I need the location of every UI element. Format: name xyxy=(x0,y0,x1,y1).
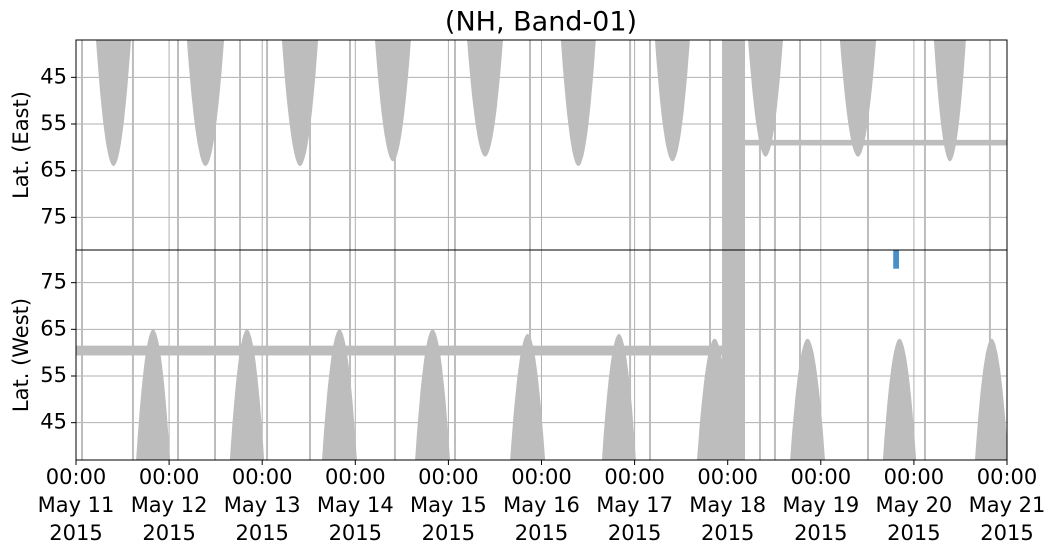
x-tick-label: 00:00 May 21 2015 xyxy=(969,465,1046,545)
y-tick-label: 65 xyxy=(40,316,67,340)
x-tick-label: 00:00 May 12 2015 xyxy=(131,465,208,545)
coverage-band xyxy=(76,345,723,356)
highlight-mark xyxy=(893,250,900,269)
x-tick-label: 00:00 May 16 2015 xyxy=(503,465,580,545)
x-tick-label: 00:00 May 17 2015 xyxy=(596,465,673,545)
coverage-arc xyxy=(975,338,1007,460)
coverage-arc xyxy=(136,329,171,460)
coverage-arc xyxy=(186,40,225,166)
coverage-arc xyxy=(790,338,825,460)
coverage-arc xyxy=(415,329,450,460)
chart-title: (NH, Band-01) xyxy=(445,7,637,38)
coverage-arc xyxy=(748,40,783,157)
y-tick-label: 75 xyxy=(40,204,67,228)
y-tick-label: 65 xyxy=(40,158,67,182)
x-tick-label: 00:00 May 15 2015 xyxy=(410,465,487,545)
coverage-arc xyxy=(882,338,917,460)
coverage-arc xyxy=(655,40,690,162)
panel-frame xyxy=(75,249,1008,461)
x-tick-label: 00:00 May 13 2015 xyxy=(224,465,301,545)
coverage-arc xyxy=(281,40,319,166)
x-tick-label: 00:00 May 20 2015 xyxy=(875,465,952,545)
y-tick-label: 45 xyxy=(40,64,67,88)
coverage-arc xyxy=(467,40,503,157)
coverage-arc xyxy=(375,40,411,162)
coverage-arc xyxy=(96,40,131,166)
coverage-arc xyxy=(560,40,596,166)
coverage-arc xyxy=(933,40,966,162)
x-tick-label: 00:00 May 14 2015 xyxy=(317,465,394,545)
y-tick-label: 55 xyxy=(40,111,67,135)
coverage-arc xyxy=(602,334,636,460)
coverage-arc xyxy=(229,329,265,460)
coverage-arc xyxy=(322,329,357,460)
x-tick-label: 00:00 May 11 2015 xyxy=(38,465,115,545)
coverage-band xyxy=(745,139,1007,146)
y-tick-label: 45 xyxy=(40,410,67,434)
coverage-arc xyxy=(839,40,877,157)
x-tick-label: 00:00 May 18 2015 xyxy=(689,465,766,545)
coverage-arc xyxy=(510,334,546,460)
y-axis-label: Lat. (West) xyxy=(9,298,33,412)
y-tick-label: 55 xyxy=(40,363,67,387)
y-axis-label: Lat. (East) xyxy=(9,91,33,199)
x-tick-label: 00:00 May 19 2015 xyxy=(782,465,859,545)
y-tick-label: 75 xyxy=(40,270,67,294)
